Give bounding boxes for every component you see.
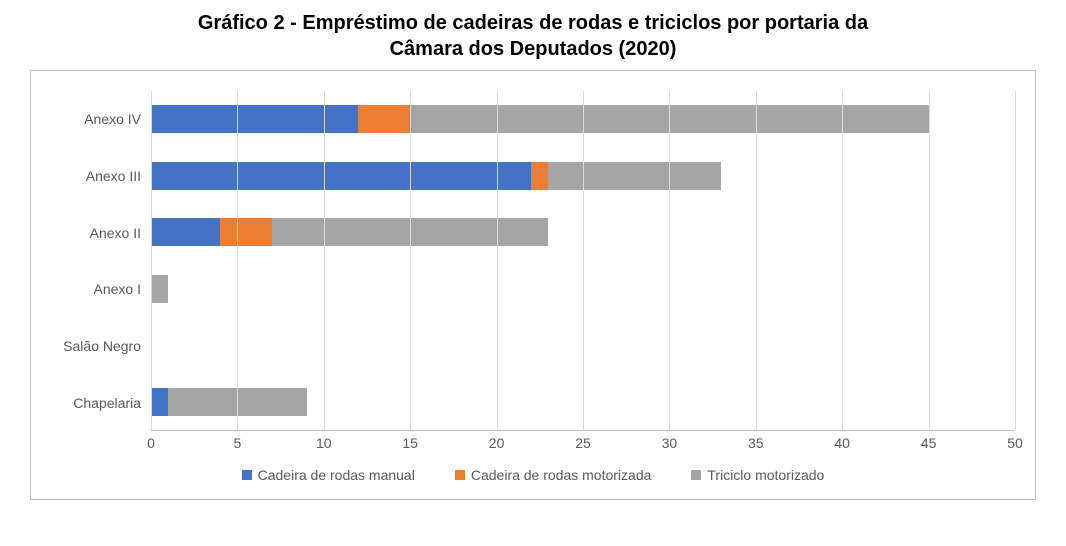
legend-item: Triciclo motorizado xyxy=(691,467,824,483)
legend-item: Cadeira de rodas manual xyxy=(242,467,415,483)
y-axis-label: Anexo I xyxy=(94,281,141,297)
x-axis-tick: 50 xyxy=(1007,435,1023,451)
legend-swatch xyxy=(691,470,701,480)
legend-label: Triciclo motorizado xyxy=(707,467,824,483)
x-axis-spacer xyxy=(51,431,151,461)
chart-legend: Cadeira de rodas manual Cadeira de rodas … xyxy=(51,467,1015,483)
y-axis-label: Anexo IV xyxy=(84,111,141,127)
chart-title: Gráfico 2 - Empréstimo de cadeiras de ro… xyxy=(30,10,1036,62)
legend-swatch xyxy=(242,470,252,480)
x-axis-tick: 30 xyxy=(662,435,678,451)
legend-item: Cadeira de rodas motorizada xyxy=(455,467,652,483)
x-axis-ticks: 05101520253035404550 xyxy=(151,431,1015,461)
gridline xyxy=(583,91,584,430)
x-axis-tick: 5 xyxy=(233,435,241,451)
x-axis-tick: 10 xyxy=(316,435,332,451)
x-axis-tick: 20 xyxy=(489,435,505,451)
y-axis-labels: Anexo IV Anexo III Anexo II Anexo I Salão Ne… xyxy=(51,91,151,431)
bar-segment xyxy=(151,218,220,246)
y-axis-label: Chapelaria xyxy=(73,395,141,411)
y-axis-label: Anexo II xyxy=(90,225,141,241)
legend-swatch xyxy=(455,470,465,480)
x-axis-tick: 15 xyxy=(402,435,418,451)
gridline xyxy=(929,91,930,430)
gridline xyxy=(410,91,411,430)
x-axis-tick: 35 xyxy=(748,435,764,451)
gridline xyxy=(324,91,325,430)
x-axis-tick: 25 xyxy=(575,435,591,451)
bar-segment xyxy=(548,162,721,190)
gridline xyxy=(756,91,757,430)
x-axis-tick: 40 xyxy=(834,435,850,451)
bar-segment xyxy=(531,162,548,190)
chart-title-line1: Gráfico 2 - Empréstimo de cadeiras de ro… xyxy=(198,12,868,34)
bar-segment xyxy=(151,105,358,133)
chart-frame: Anexo IV Anexo III Anexo II Anexo I Salão Ne… xyxy=(30,70,1036,500)
x-axis-tick: 0 xyxy=(147,435,155,451)
x-axis-tick: 45 xyxy=(921,435,937,451)
gridline xyxy=(151,91,152,430)
chart-title-line2: Câmara dos Deputados (2020) xyxy=(390,38,677,60)
gridline xyxy=(842,91,843,430)
gridline xyxy=(1015,91,1016,430)
bar-segment xyxy=(151,388,168,416)
y-axis-label: Anexo III xyxy=(86,168,141,184)
gridline xyxy=(669,91,670,430)
legend-label: Cadeira de rodas motorizada xyxy=(471,467,652,483)
bar-segment xyxy=(358,105,410,133)
chart-container: Gráfico 2 - Empréstimo de cadeiras de ro… xyxy=(0,0,1066,546)
x-axis-row: 05101520253035404550 xyxy=(51,431,1015,461)
bar-segment xyxy=(220,218,272,246)
bar-segment xyxy=(151,162,531,190)
legend-label: Cadeira de rodas manual xyxy=(258,467,415,483)
gridline xyxy=(237,91,238,430)
y-axis-label: Salão Negro xyxy=(63,338,141,354)
plot-area xyxy=(151,91,1015,431)
gridline xyxy=(497,91,498,430)
plot-row: Anexo IV Anexo III Anexo II Anexo I Salão Ne… xyxy=(51,91,1015,431)
bar-segment xyxy=(151,275,168,303)
